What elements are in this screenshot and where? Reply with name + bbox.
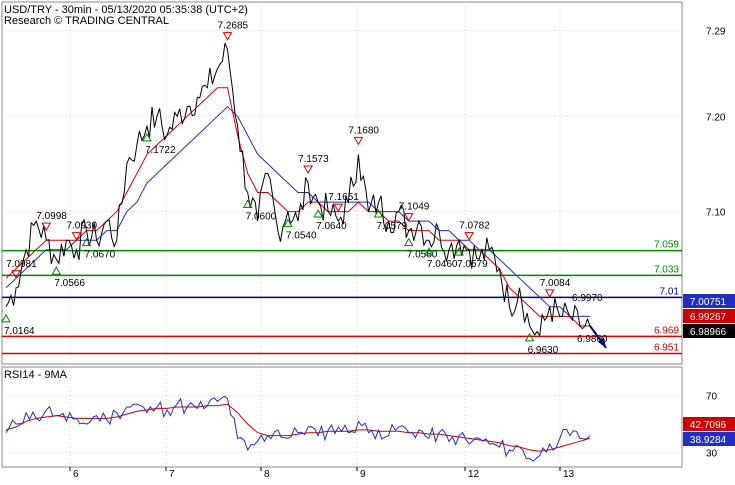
x-tick-label: 6 xyxy=(73,469,79,480)
level-label: 7.033 xyxy=(654,264,679,275)
level-label: 7.059 xyxy=(654,240,679,251)
y-tick-label: 7.10 xyxy=(706,208,726,219)
up-marker xyxy=(524,332,535,342)
ma-fast-line xyxy=(5,87,590,327)
up-marker-label: 7.0600 xyxy=(246,212,277,223)
up-marker xyxy=(283,218,293,228)
down-marker xyxy=(464,232,475,241)
down-marker xyxy=(71,232,82,241)
up-marker xyxy=(51,266,62,275)
y-tick-label: 7.20 xyxy=(706,112,726,123)
rsi-ma-line xyxy=(5,403,591,452)
down-marker xyxy=(303,165,313,175)
x-tick-label: 13 xyxy=(563,469,575,480)
chart-title: USD/TRY - 30min - 05/13/2020 05:35:38 (U… xyxy=(4,4,248,16)
down-marker-label: 7.0084 xyxy=(540,278,571,289)
markers-layer: 6.9800 7.0164 7.0566 7.0670 7.1722 7.0600 7.05… xyxy=(1,21,608,356)
up-marker xyxy=(403,237,414,247)
up-marker xyxy=(242,199,253,209)
down-marker-label: 7.0981 xyxy=(6,259,37,270)
level-label: 6.951 xyxy=(654,343,679,354)
up-marker xyxy=(81,237,92,247)
axis-layer: 6 7 8 9 12 13 7.29 7.20 7.10 70 30 7.00751 6.99267 6.… xyxy=(69,27,735,480)
level-label: 6.969 xyxy=(654,325,679,336)
down-marker xyxy=(222,32,233,41)
down-marker-label: 7.1573 xyxy=(298,154,329,165)
up-marker-label: 7.0164 xyxy=(4,326,35,337)
x-tick-label: 12 xyxy=(468,469,480,480)
up-marker-label: 7.0566 xyxy=(54,278,85,289)
target-label: 6.9800 xyxy=(577,334,608,345)
down-marker xyxy=(41,222,52,232)
rsi-title: RSI14 - 9MA xyxy=(4,369,68,381)
series-layer xyxy=(5,42,591,462)
price-badge xyxy=(683,309,735,323)
up-marker-label: 7.1722 xyxy=(145,145,176,156)
down-marker xyxy=(11,270,21,279)
rsi-badge xyxy=(683,432,735,446)
price-badge-label: 6.99267 xyxy=(690,312,727,323)
x-tick-label: 8 xyxy=(264,469,270,480)
price-badge-label: 6.98966 xyxy=(690,327,727,338)
up-marker xyxy=(373,209,384,218)
rsi-badge-label: 42.7096 xyxy=(690,420,727,431)
down-marker xyxy=(544,289,555,298)
x-tick-label: 9 xyxy=(360,469,366,480)
up-marker xyxy=(142,132,152,142)
y-tick-label: 7.29 xyxy=(706,27,726,38)
up-marker xyxy=(454,247,464,256)
price-line xyxy=(5,42,591,337)
ma-slow-line xyxy=(5,106,590,317)
up-marker-label: 7.0670 xyxy=(85,250,116,261)
up-marker-label: 7.0640 xyxy=(316,221,347,232)
x-tick-label: 7 xyxy=(169,469,175,480)
up-marker xyxy=(424,247,434,256)
chart-subtitle: Research © TRADING CENTRAL xyxy=(4,15,169,27)
down-marker xyxy=(333,203,344,213)
down-marker-label: 7.0782 xyxy=(459,221,490,232)
up-marker-label: 7.0560 xyxy=(407,250,438,261)
main-plot-frame xyxy=(1,1,683,365)
up-marker-label: 6.9630 xyxy=(528,345,559,356)
rsi-badge xyxy=(683,417,735,431)
price-badge xyxy=(683,294,735,308)
up-marker xyxy=(313,209,323,218)
down-marker xyxy=(403,213,414,222)
rsi-plot-frame xyxy=(1,366,683,468)
rsi-y-tick-label: 30 xyxy=(706,449,718,460)
up-marker xyxy=(1,313,11,323)
price-badge xyxy=(683,324,735,338)
up-marker-label: 7.0460 xyxy=(427,259,458,270)
up-marker-label: 7.0579 xyxy=(377,221,408,232)
down-marker-label: 7.0998 xyxy=(36,211,67,222)
down-marker-label: 7.2685 xyxy=(218,21,249,32)
up-marker-label: 7.0540 xyxy=(286,231,317,242)
level-label: 7.01 xyxy=(660,286,680,297)
price-label: 6.9970 xyxy=(572,293,603,304)
rsi-badge-label: 38.9284 xyxy=(690,435,727,446)
down-marker xyxy=(353,136,364,146)
down-marker-label: 7.1049 xyxy=(399,202,430,213)
down-marker-label: 7.1651 xyxy=(328,192,359,203)
price-badge-label: 7.00751 xyxy=(690,297,727,308)
levels-layer: 7.059 7.033 7.01 6.969 6.951 xyxy=(2,240,682,355)
rsi-y-tick-label: 70 xyxy=(706,392,718,403)
down-marker-label: 7.1680 xyxy=(348,125,379,136)
down-marker-label: 7.0930 xyxy=(66,221,97,232)
up-marker-label: 7.0579 xyxy=(457,259,488,270)
forecast-arrow-head xyxy=(598,337,606,348)
rsi-line xyxy=(5,395,591,462)
